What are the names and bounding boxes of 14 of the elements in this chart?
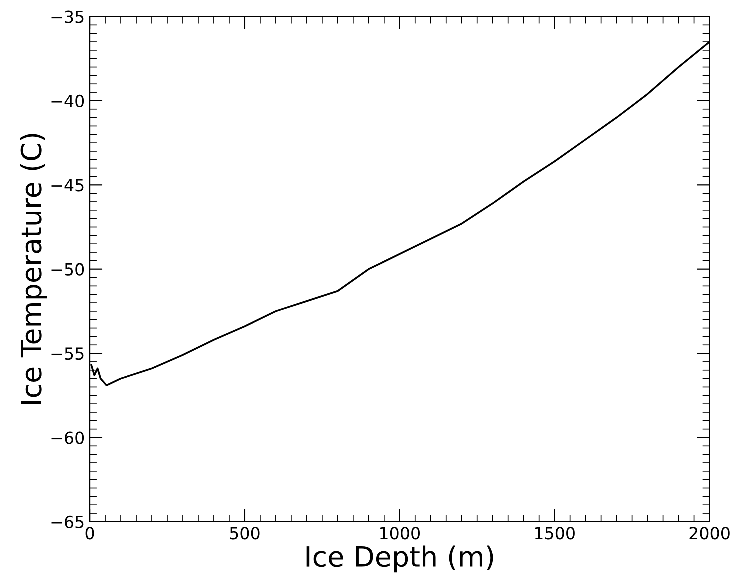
y-tick-label: −35 [52,10,84,24]
y-tick-label: −55 [52,348,84,360]
x-tick-label: 1000 [380,527,420,540]
x-tick-label: 500 [230,527,260,540]
x-tick-label: 2000 [690,527,730,540]
x-tick-label: 1500 [535,527,575,540]
x-tick-label: 0 [86,527,94,540]
y-tick-label: −50 [52,263,84,276]
y-tick-label: −60 [52,432,84,444]
y-tick-label: −40 [52,94,84,108]
y-tick-label: −65 [52,516,84,529]
x-axis-title: Ice Depth (m) [306,546,494,573]
y-axis-title: Ice Temperature (C) [20,134,48,404]
y-tick-label: −45 [52,179,84,192]
